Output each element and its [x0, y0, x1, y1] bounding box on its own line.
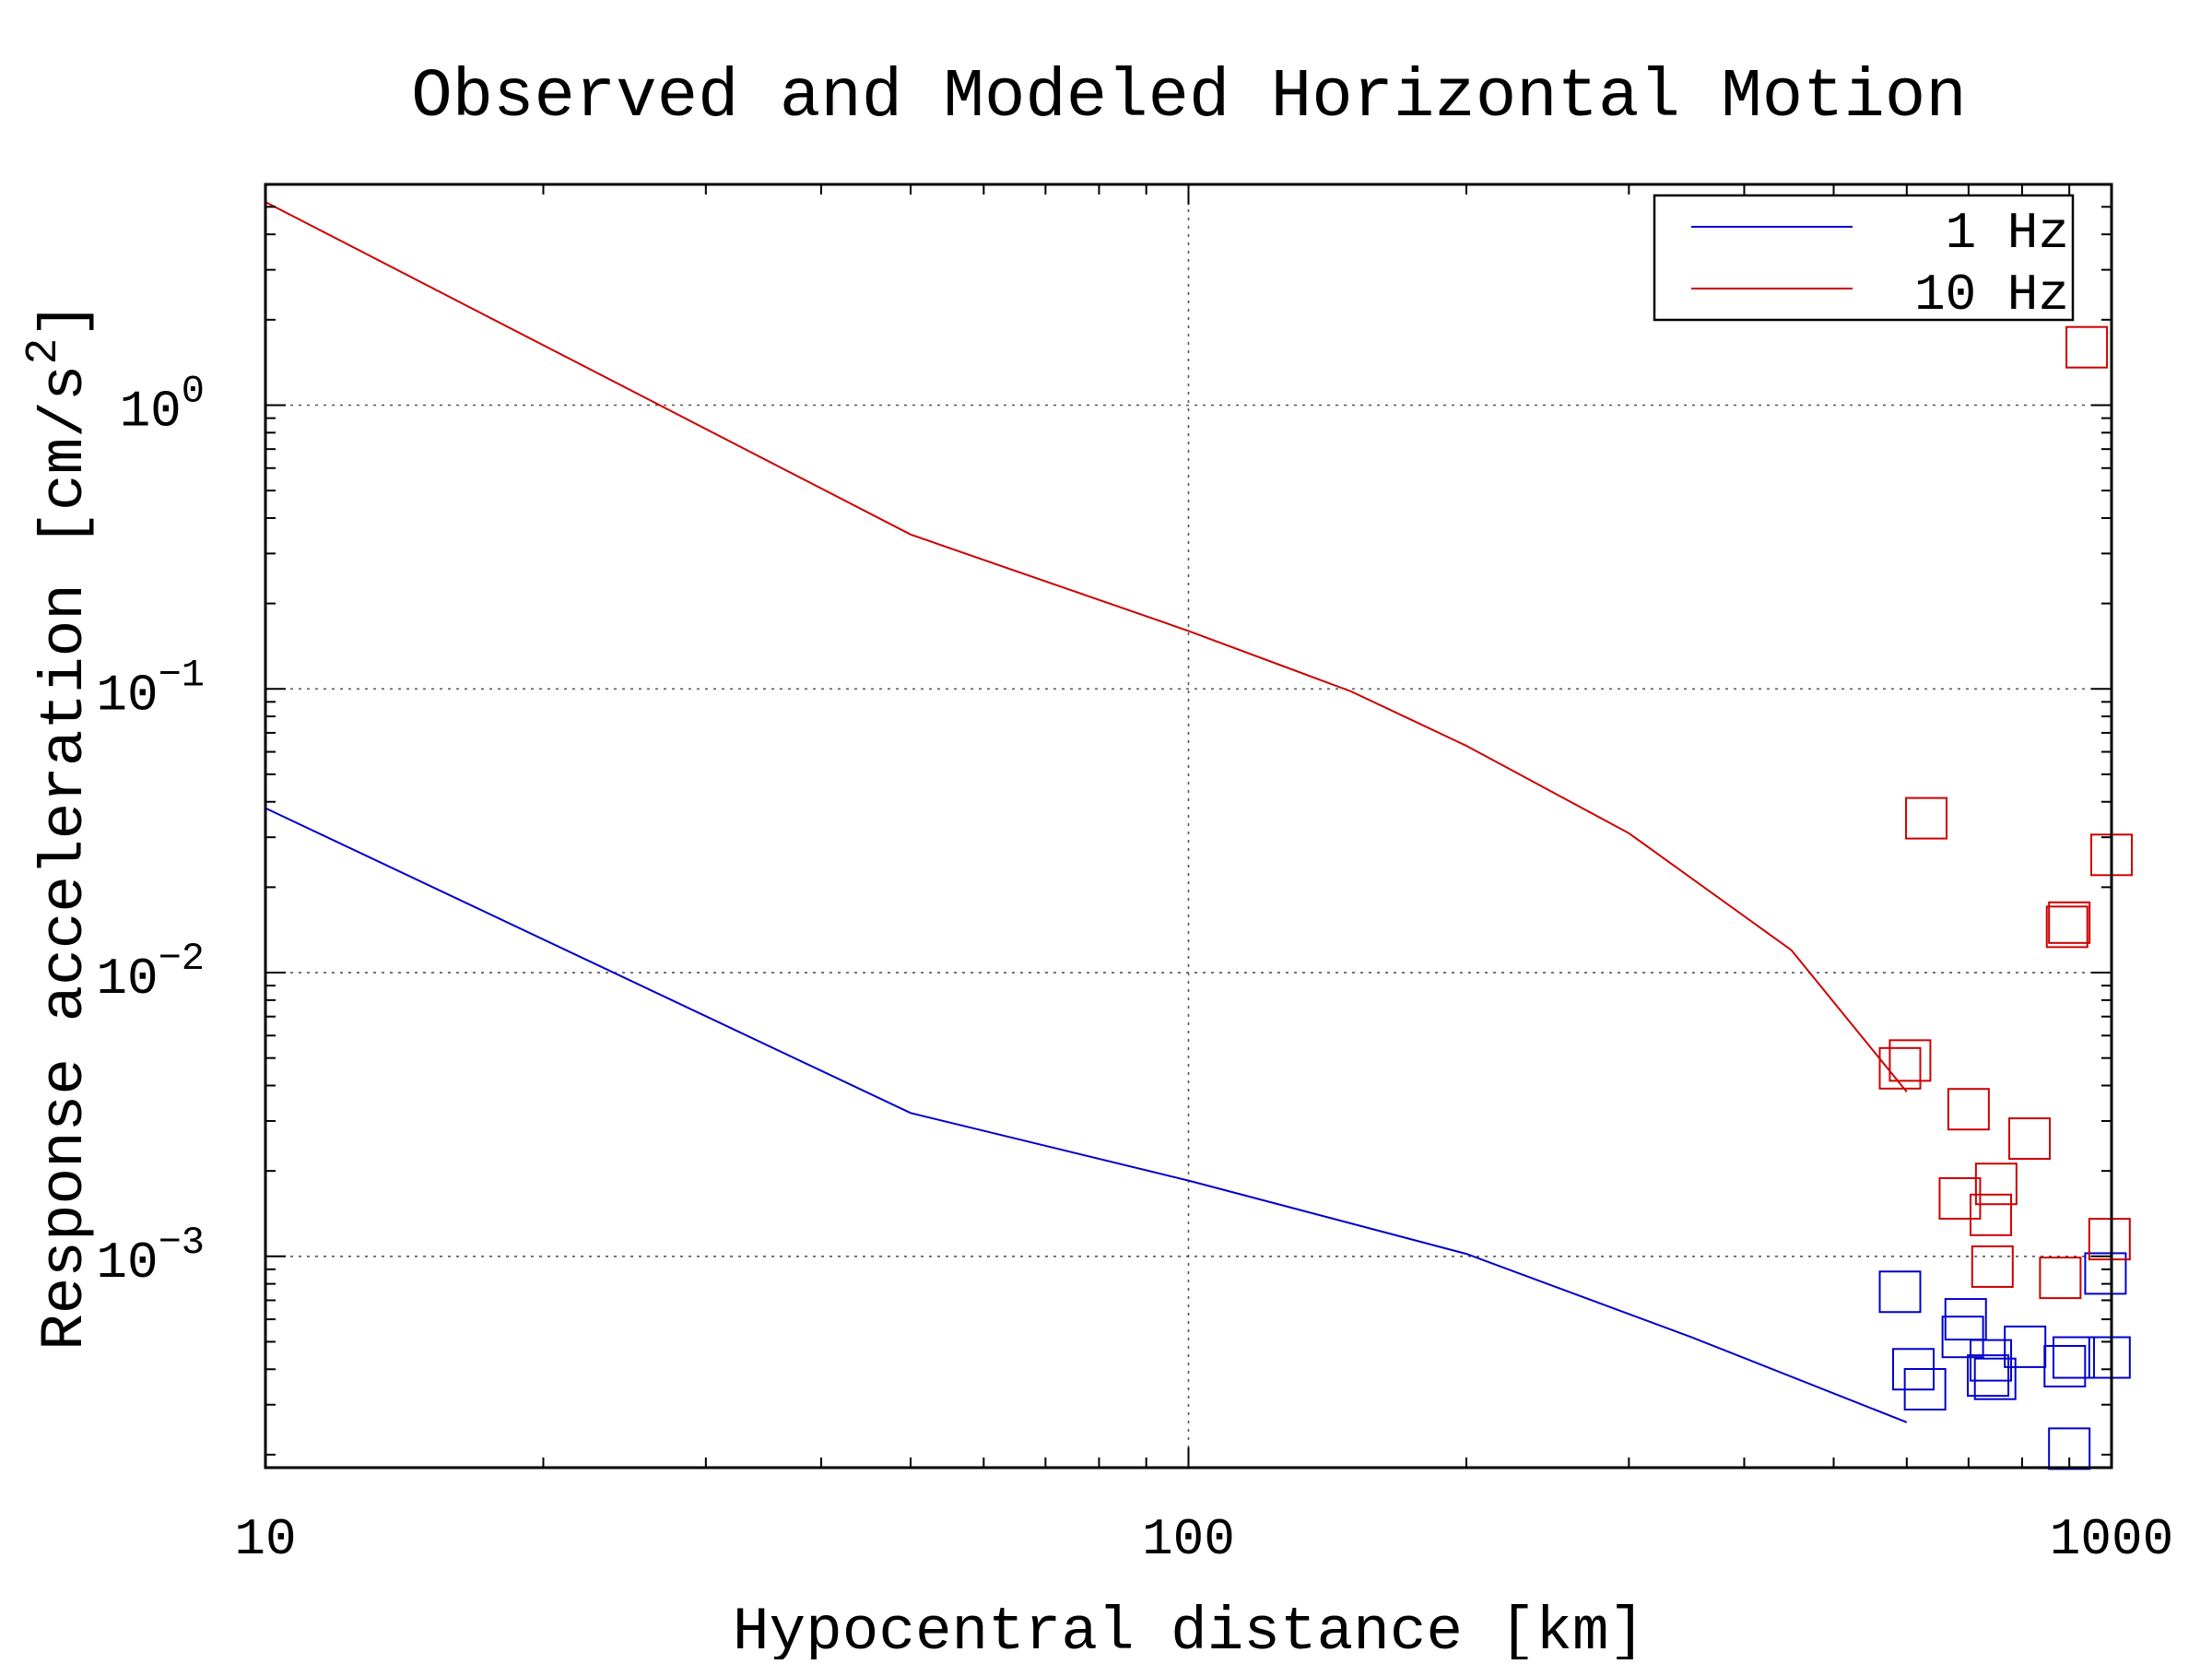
- legend-label-1hz: 1 Hz: [1946, 204, 2069, 263]
- observed-point-10hz: [1947, 1088, 1990, 1131]
- legend-label-10hz: 10 Hz: [1914, 266, 2069, 325]
- grid-lines: [265, 184, 2112, 1468]
- observed-point-10hz: [2039, 1257, 2082, 1300]
- y-tick-label: 10−3: [96, 1221, 205, 1292]
- observed-point-1hz: [1941, 1316, 1984, 1359]
- observed-point-1hz: [1967, 1354, 2010, 1398]
- observed-point-10hz: [1888, 1039, 1932, 1082]
- x-axis-label: Hypocentral distance [km]: [733, 1598, 1645, 1659]
- observed-point-10hz: [2048, 901, 2091, 944]
- observed-point-10hz: [1970, 1193, 2013, 1236]
- x-tick-label: 100: [1142, 1510, 1235, 1569]
- y-tick-label: 10−1: [96, 653, 205, 725]
- y-axis-label: Response acceleration [cm/s2]: [19, 301, 100, 1351]
- observed-point-10hz: [1971, 1245, 2014, 1288]
- observed-point-1hz: [1878, 1270, 1922, 1314]
- model-line-10hz: [265, 201, 1908, 1093]
- observed-point-10hz: [2008, 1117, 2052, 1161]
- observed-point-10hz: [1878, 1046, 1922, 1090]
- observed-point-10hz: [2065, 325, 2109, 369]
- observed-point-10hz: [2088, 1218, 2131, 1261]
- y-tick-label: 100: [120, 369, 205, 441]
- legend: 1 Hz 10 Hz: [1653, 194, 2075, 325]
- legend-box: [1653, 194, 2075, 322]
- x-tick-label: 1000: [2050, 1510, 2173, 1569]
- x-tick-labels: 10 100 1000: [234, 1510, 2173, 1569]
- observed-point-1hz: [2052, 1336, 2095, 1379]
- observed-point-10hz: [1974, 1162, 2018, 1206]
- observed-point-1hz: [1903, 1367, 1947, 1410]
- y-tick-label: 10−2: [96, 937, 205, 1009]
- observed-point-1hz: [1970, 1339, 2013, 1382]
- x-tick-label: 10: [234, 1510, 296, 1569]
- series-layer: [265, 201, 2133, 1470]
- observed-point-10hz: [1905, 797, 1948, 840]
- observed-point-1hz: [2084, 1252, 2127, 1295]
- observed-point-1hz: [1973, 1357, 2017, 1400]
- tick-marks: [265, 183, 2112, 1468]
- y-tick-labels: 100 10−1 10−2 10−3: [96, 369, 205, 1292]
- chart-title: Observed and Modeled Horizontal Motion: [411, 59, 1966, 136]
- observed-point-1hz: [2088, 1336, 2131, 1379]
- observed-point-1hz: [2043, 1344, 2087, 1387]
- observed-point-10hz: [2045, 905, 2088, 949]
- model-line-1hz: [265, 807, 1908, 1423]
- observed-point-1hz: [1944, 1298, 1987, 1341]
- observed-point-10hz: [1938, 1176, 1982, 1220]
